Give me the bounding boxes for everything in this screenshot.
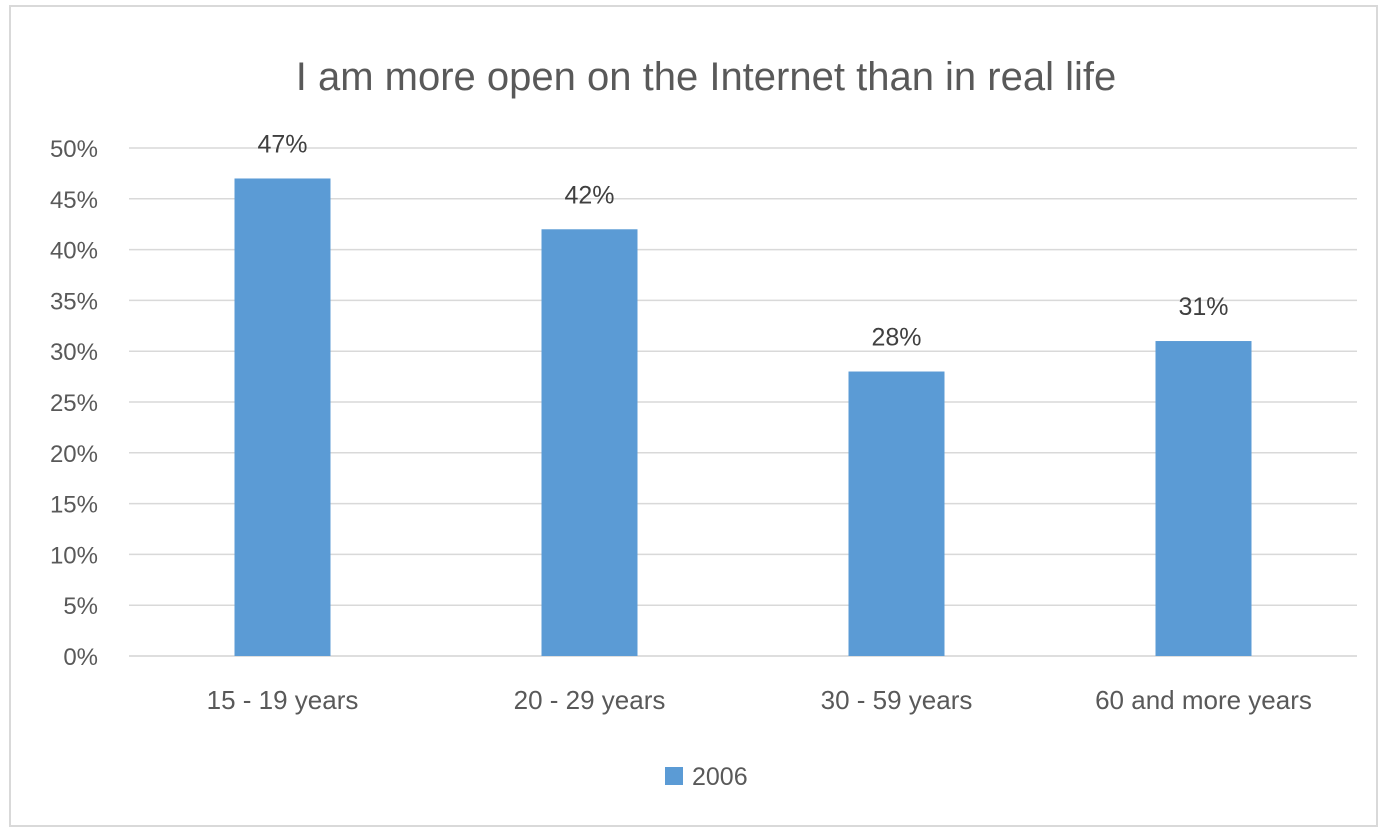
y-tick-label: 10% (50, 542, 98, 569)
data-label: 47% (257, 130, 307, 158)
legend: 2006 (665, 763, 748, 791)
x-category-label: 15 - 19 years (207, 685, 359, 715)
x-category-label: 30 - 59 years (821, 685, 973, 715)
y-tick-label: 0% (63, 644, 98, 671)
y-tick-label: 25% (50, 390, 98, 417)
y-tick-label: 40% (50, 238, 98, 265)
y-tick-label: 35% (50, 288, 98, 315)
data-label: 31% (1178, 293, 1228, 321)
bar (1155, 341, 1252, 656)
data-label: 42% (564, 181, 614, 209)
grid-lines (129, 147, 1357, 657)
y-tick-label: 50% (50, 136, 98, 163)
chart-title: I am more open on the Internet than in r… (296, 55, 1117, 99)
x-axis-categories: 15 - 19 years 20 - 29 years 30 - 59 years 6… (207, 685, 1312, 715)
legend-label-2006: 2006 (692, 763, 748, 791)
y-tick-label: 5% (63, 593, 98, 620)
data-labels: 47% 42% 28% 31% (257, 130, 1228, 351)
legend-swatch (665, 767, 683, 785)
bar (234, 178, 331, 657)
y-tick-label: 45% (50, 187, 98, 214)
x-category-label: 20 - 29 years (514, 685, 666, 715)
y-tick-label: 20% (50, 441, 98, 468)
data-label: 28% (871, 324, 921, 352)
y-tick-label: 30% (50, 339, 98, 366)
x-category-label: 60 and more years (1095, 685, 1312, 715)
bar (848, 371, 945, 656)
bar (541, 229, 638, 656)
y-axis-ticks: 0% 5% 10% 15% 20% 25% 30% 35% 40% 45% 50% (50, 136, 98, 671)
bars (234, 178, 1252, 657)
y-tick-label: 15% (50, 492, 98, 519)
